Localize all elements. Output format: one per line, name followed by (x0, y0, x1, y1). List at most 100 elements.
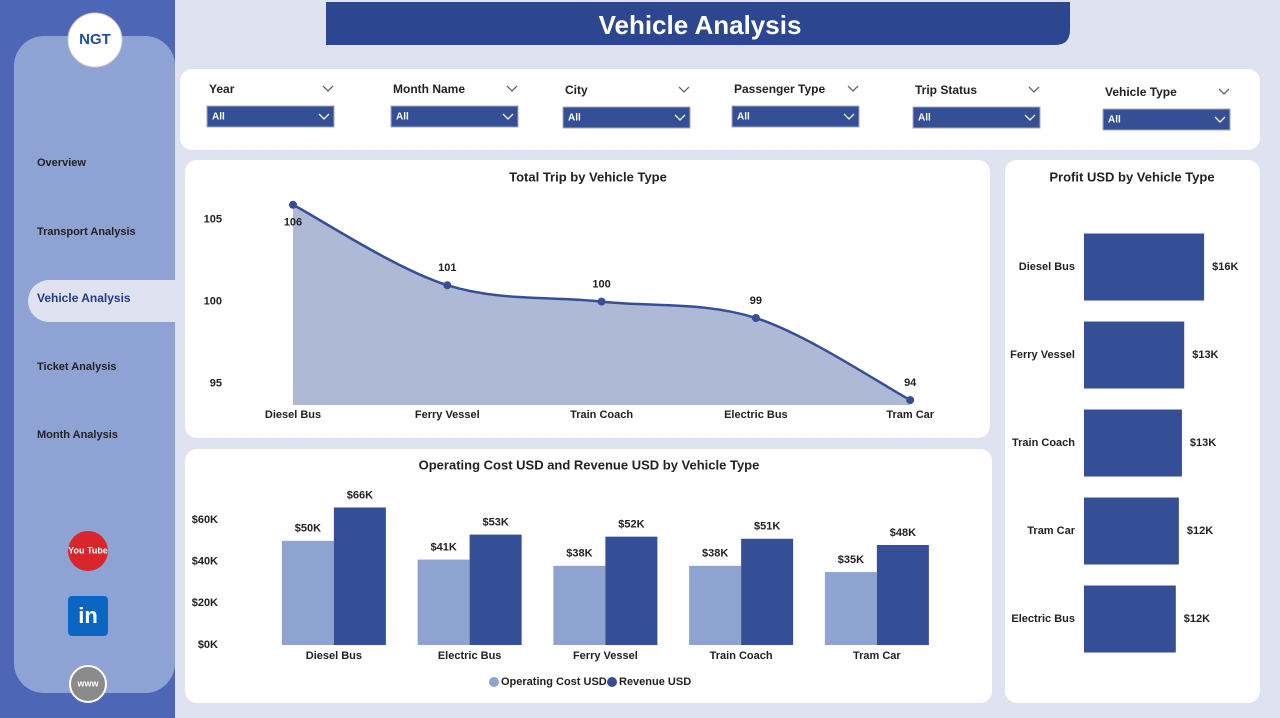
y-tick-label: Electric Bus (1011, 613, 1075, 625)
web-icon[interactable] (69, 665, 107, 703)
filter-dropdown[interactable] (206, 105, 335, 128)
filter-dropdown[interactable] (731, 105, 860, 128)
nav-item[interactable]: Overview (37, 157, 86, 169)
point (906, 396, 915, 405)
data-label: $66K (347, 489, 373, 501)
active-nav-pill (28, 280, 198, 322)
data-label: 100 (592, 279, 610, 291)
chart-title: Operating Cost USD and Revenue USD by Ve… (419, 457, 760, 472)
data-label: 94 (904, 377, 917, 389)
filter-value: All (918, 113, 931, 124)
youtube-icon[interactable] (68, 531, 108, 571)
chevron (1024, 114, 1036, 121)
bar (1084, 497, 1179, 565)
chevron (674, 114, 686, 121)
x-tick-label: Electric Bus (724, 409, 788, 421)
chevron (847, 85, 859, 92)
data-label: $13K (1190, 437, 1216, 449)
data-label: $50K (295, 523, 321, 535)
sidebar-panel (14, 36, 175, 693)
legend-label: Operating Cost USD (501, 676, 607, 688)
filter-dropdown[interactable] (912, 106, 1041, 129)
y-tick-label: Tram Car (1027, 525, 1075, 537)
nav-item[interactable]: Ticket Analysis (37, 361, 117, 373)
chart-title: Total Trip by Vehicle Type (509, 169, 667, 184)
bar (689, 565, 742, 645)
data-label: 99 (750, 295, 762, 307)
chart-title: Profit USD by Vehicle Type (1049, 169, 1214, 184)
filter-label: Trip Status (915, 83, 977, 97)
chevron (1028, 86, 1040, 93)
x-tick-label: Ferry Vessel (573, 650, 638, 662)
filter-label: Year (209, 82, 235, 96)
filter-label: Vehicle Type (1105, 85, 1177, 99)
y-tick-label: Train Coach (1012, 437, 1075, 449)
x-tick-label: Diesel Bus (265, 409, 321, 421)
filter-dropdown[interactable] (562, 106, 691, 129)
y-tick-label: $40K (192, 556, 218, 568)
chevron (843, 113, 855, 120)
nav-item[interactable]: Transport Analysis (37, 226, 136, 238)
filter-label: Passenger Type (734, 82, 825, 96)
data-label: $35K (838, 554, 864, 566)
data-label: $16K (1212, 261, 1238, 273)
data-label: $41K (430, 541, 456, 553)
bar (1084, 409, 1182, 477)
dynamic: Year All Month Name All City All Passenger Typ… (192, 82, 1239, 688)
page-title: Vehicle Analysis (599, 10, 802, 40)
web-text: www (76, 678, 99, 688)
bar (553, 565, 606, 645)
point (289, 200, 297, 209)
legend-label: Revenue USD (619, 676, 691, 688)
chevron (1218, 88, 1230, 95)
data-label: $12K (1184, 613, 1210, 625)
data-label: $52K (618, 519, 644, 531)
logo (67, 12, 123, 68)
filter-label: City (565, 83, 588, 97)
point (751, 314, 760, 323)
nav-item[interactable]: Month Analysis (37, 429, 118, 441)
x-tick-label: Train Coach (570, 409, 633, 421)
filter-value: All (212, 112, 225, 123)
bar (741, 538, 794, 645)
nav-item-active[interactable]: Vehicle Analysis (37, 291, 131, 305)
logo-text: NGT (79, 31, 111, 48)
data-label: 106 (284, 217, 302, 229)
bar (281, 540, 334, 645)
point (443, 281, 452, 290)
y-tick-label: $60K (192, 514, 218, 526)
data-label: $13K (1192, 349, 1218, 361)
chevron (678, 86, 690, 93)
data-label: $38K (566, 548, 592, 560)
filter-dropdown[interactable] (390, 105, 519, 128)
filter-dropdown[interactable] (1102, 108, 1231, 131)
y-tick-label: Diesel Bus (1019, 261, 1075, 273)
x-tick-label: Diesel Bus (306, 650, 362, 662)
filter-value: All (737, 112, 750, 123)
filter-label: Month Name (393, 82, 465, 96)
bar (417, 559, 470, 645)
filter-panel (180, 69, 1260, 150)
y-tick-label: $0K (198, 639, 218, 651)
data-label: $51K (754, 521, 780, 533)
point (597, 297, 606, 306)
linkedin-icon[interactable] (68, 596, 108, 636)
title-bar (326, 2, 1070, 45)
data-label: $48K (890, 527, 916, 539)
filter-value: All (568, 113, 581, 124)
filter-value: All (1108, 115, 1121, 126)
x-tick-label: Electric Bus (438, 650, 502, 662)
bar (333, 507, 386, 645)
legend-swatch (607, 677, 617, 687)
chevron (506, 85, 518, 92)
linkedin-text: in (78, 603, 98, 628)
chevron (502, 113, 514, 120)
bar (1084, 233, 1205, 301)
data-label: $12K (1187, 525, 1213, 537)
chevron (1214, 116, 1226, 123)
data-label: $38K (702, 548, 728, 560)
bar (1084, 321, 1185, 389)
legend-swatch (489, 677, 499, 687)
bar (605, 536, 658, 645)
